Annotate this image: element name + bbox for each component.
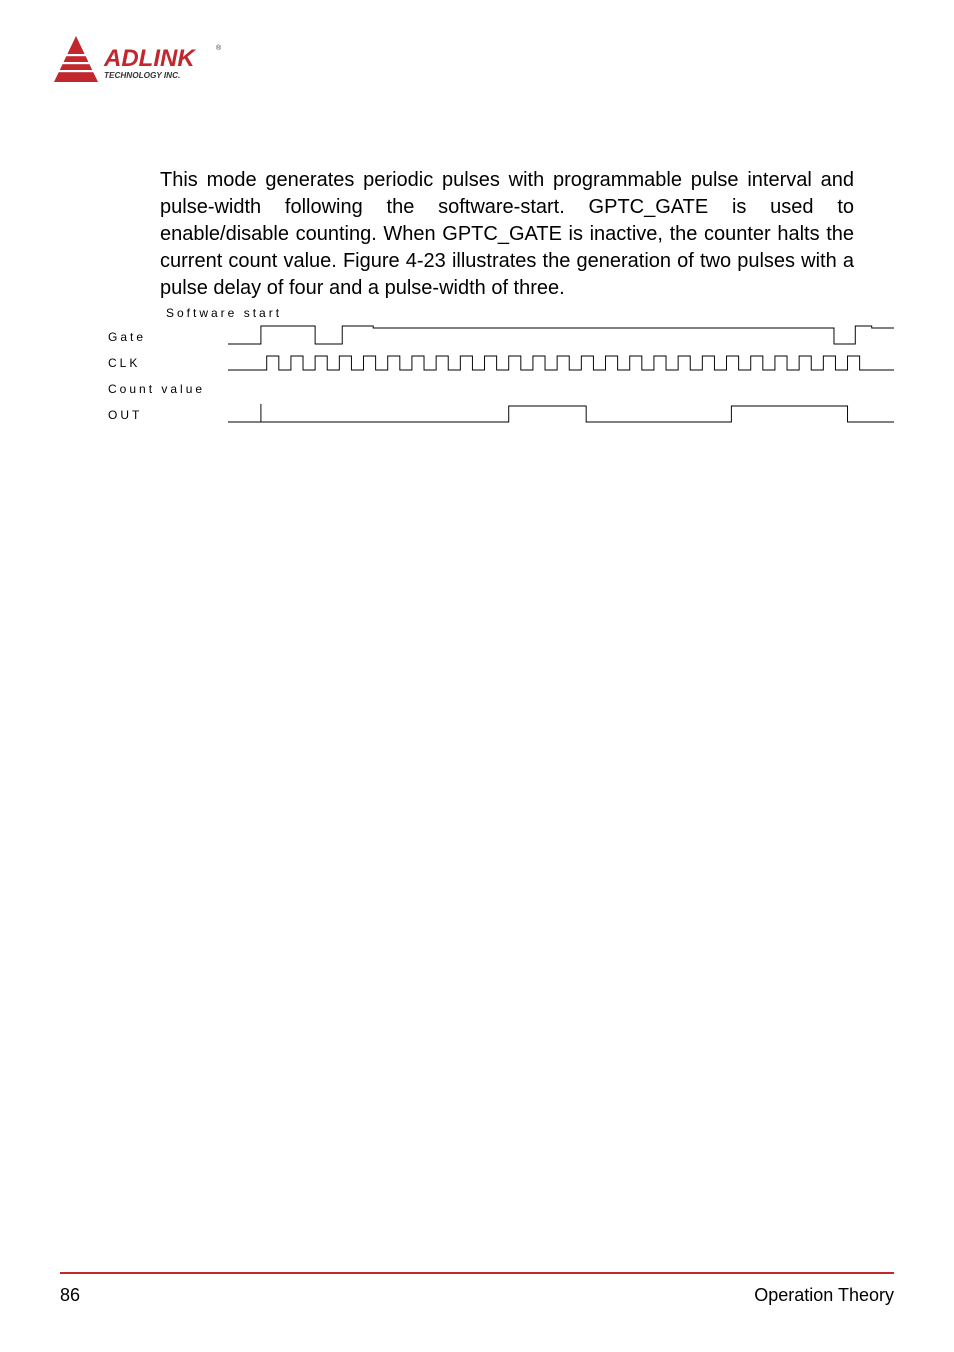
footer-rule — [60, 1272, 894, 1274]
signal-wave-count — [228, 374, 894, 400]
svg-text:®: ® — [216, 44, 222, 52]
signal-row-clk: CLK — [108, 348, 894, 374]
signal-row-out: OUT — [108, 400, 894, 426]
signal-row-count: Count value — [108, 374, 894, 400]
signal-label: Gate — [108, 330, 228, 348]
signal-label: Count value — [108, 382, 228, 400]
body-paragraph: This mode generates periodic pulses with… — [160, 167, 854, 302]
adlink-logo-icon: ADLINKTECHNOLOGY INC. ® — [48, 32, 228, 92]
signal-label: CLK — [108, 356, 228, 374]
signal-wave-out — [228, 400, 894, 426]
svg-text:TECHNOLOGY INC.: TECHNOLOGY INC. — [104, 71, 180, 80]
signal-label: OUT — [108, 408, 228, 426]
signal-wave-gate — [228, 322, 894, 348]
page: ADLINKTECHNOLOGY INC. ® This mode generat… — [0, 0, 954, 1352]
section-title: Operation Theory — [754, 1285, 894, 1306]
brand-logo: ADLINKTECHNOLOGY INC. ® — [48, 32, 894, 97]
signal-row-gate: Gate — [108, 322, 894, 348]
svg-text:ADLINK: ADLINK — [103, 45, 196, 72]
signal-wave-clk — [228, 348, 894, 374]
page-number: 86 — [60, 1285, 80, 1306]
software-start-label: Software start — [166, 306, 894, 320]
timing-diagram: Gate CLK Count value OUT — [108, 322, 894, 426]
page-footer: 86 Operation Theory — [60, 1285, 894, 1306]
